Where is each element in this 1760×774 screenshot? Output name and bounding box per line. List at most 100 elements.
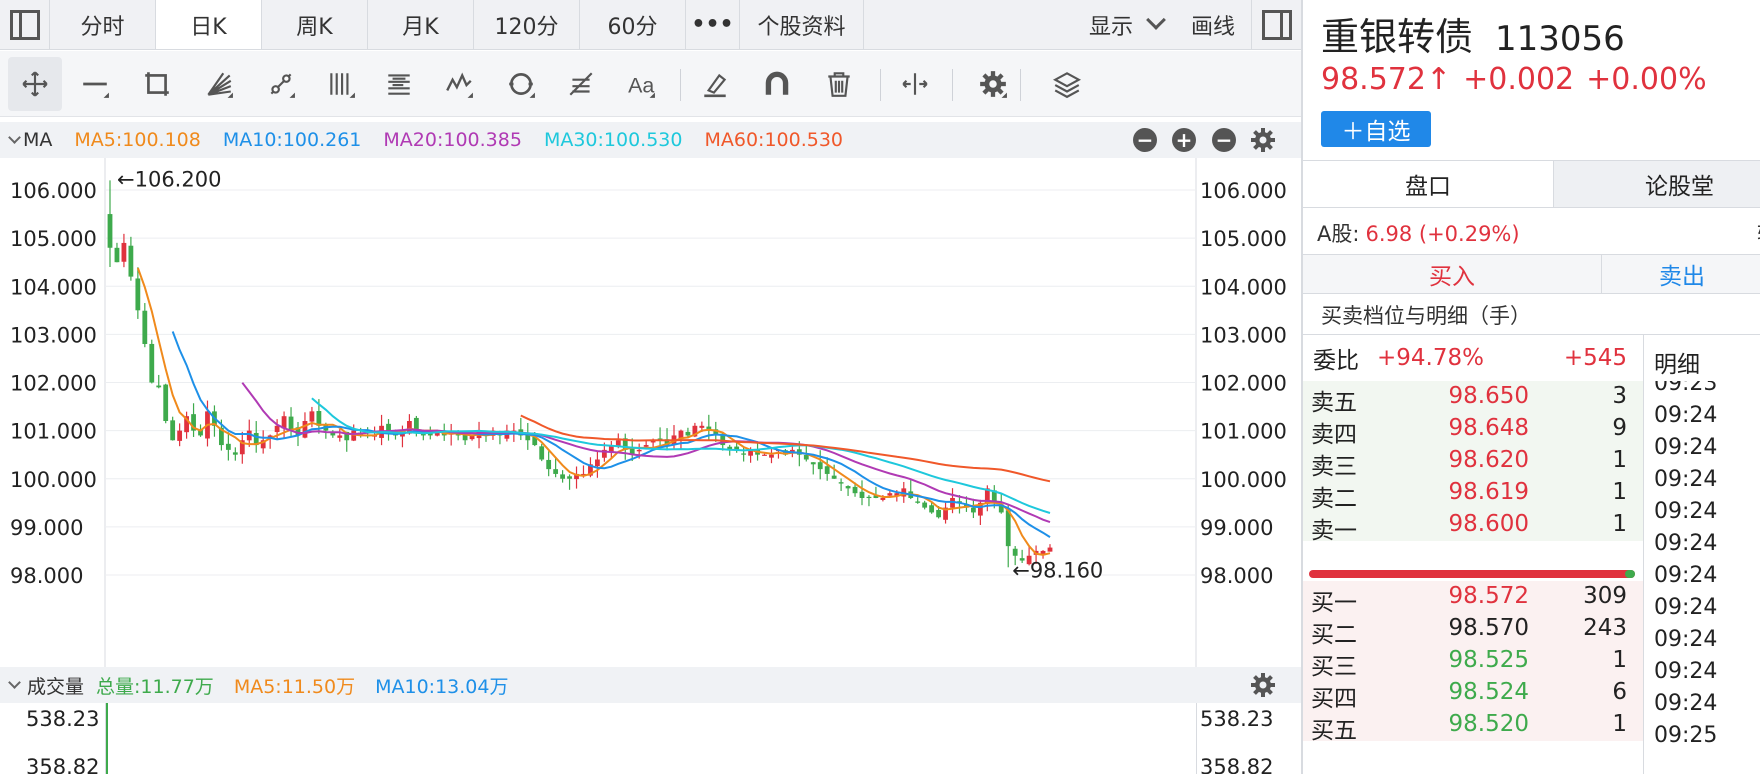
detail-time: 09:24	[1654, 595, 1718, 620]
chart-settings-gear-icon[interactable]	[1249, 126, 1277, 159]
ask-row[interactable]: 卖三 98.620 1	[1303, 445, 1643, 480]
candle	[309, 411, 315, 422]
tab-120min[interactable]: 120分	[474, 0, 580, 49]
candle	[567, 476, 572, 479]
tab-daily-k[interactable]: 日K	[156, 0, 262, 49]
candle	[748, 449, 753, 456]
plus-circle-icon[interactable]: +	[1172, 128, 1196, 152]
tab-monthly-k[interactable]: 月K	[368, 0, 474, 49]
candle	[302, 421, 308, 438]
candle	[574, 473, 579, 480]
rectangle-crop-icon[interactable]	[130, 57, 184, 111]
level-price: 98.650	[1448, 383, 1529, 409]
right-panel-toggle[interactable]	[1251, 0, 1301, 50]
horizontal-line-icon[interactable]	[68, 57, 122, 111]
toolbar-separator	[952, 69, 953, 101]
bid-row[interactable]: 买五 98.520 1	[1303, 709, 1643, 744]
bid-row[interactable]: 买三 98.525 1	[1303, 645, 1643, 680]
add-watchlist-button[interactable]: ＋自选	[1321, 111, 1431, 147]
candle	[1026, 555, 1032, 565]
collapse-caret-icon[interactable]	[8, 675, 21, 689]
candle	[803, 454, 809, 460]
ask-row[interactable]: 卖五 98.650 3	[1303, 381, 1643, 416]
eraser-icon[interactable]	[688, 57, 742, 111]
fibonacci-icon[interactable]	[554, 57, 608, 111]
fan-lines-icon[interactable]	[192, 57, 246, 111]
magnet-icon[interactable]	[750, 57, 804, 111]
wave-icon[interactable]	[432, 57, 486, 111]
ask-row[interactable]: 卖一 98.600 1	[1303, 509, 1643, 544]
ask-row[interactable]: 卖四 98.648 9	[1303, 413, 1643, 448]
level-volume: 1	[1612, 711, 1627, 737]
weibi-pct: +94.78%	[1377, 345, 1484, 371]
tab-fenshi[interactable]: 分时	[50, 0, 156, 49]
bid-row[interactable]: 买四 98.524 6	[1303, 677, 1643, 712]
ma20-value: MA20:100.385	[383, 129, 522, 151]
sell-button[interactable]: 卖出	[1659, 264, 1705, 290]
a-share-label: A股:	[1317, 222, 1360, 246]
y-tick-label-left: 106.000	[10, 179, 97, 203]
y-tick-label-left: 99.000	[10, 516, 83, 540]
crosshair-move-icon[interactable]	[8, 57, 62, 111]
y-tick-label-left: 104.000	[10, 275, 97, 299]
y-tick-label-right: 98.000	[1200, 564, 1273, 588]
trash-icon[interactable]	[812, 57, 866, 111]
draw-lines-button[interactable]: 画线	[1190, 14, 1235, 40]
candle	[107, 214, 113, 248]
more-tabs-button[interactable]: •••	[686, 0, 740, 49]
bid-row[interactable]: 买二 98.570 243	[1303, 613, 1643, 648]
volume-left-axis	[105, 703, 106, 774]
resize-arrows-icon[interactable]	[888, 57, 942, 111]
collapse-caret-icon[interactable]	[8, 130, 21, 144]
detail-time: 09:24	[1654, 403, 1718, 428]
a-share-value: 6.98 (+0.29%)	[1365, 222, 1520, 246]
ask-row[interactable]: 卖二 98.619 1	[1303, 477, 1643, 512]
remove-circle-icon[interactable]: −	[1212, 128, 1236, 152]
candle	[810, 462, 816, 465]
ma10-line	[171, 331, 1051, 538]
order-book: 委比 +94.78% +545 卖五 98.650 3 卖四 98.648 9 卖三 98.6…	[1303, 334, 1643, 774]
candle	[316, 411, 322, 426]
candle	[239, 440, 245, 455]
y-tick-label-right: 103.000	[1200, 323, 1287, 347]
y-tick-label-left: 103.000	[10, 323, 97, 347]
layers-icon[interactable]	[1040, 57, 1094, 111]
tab-order-book[interactable]: 盘口	[1303, 161, 1554, 207]
y-tick-label-left: 102.000	[10, 372, 97, 396]
tab-weekly-k[interactable]: 周K	[262, 0, 368, 49]
level-price: 98.524	[1448, 679, 1529, 705]
kline-chart[interactable]: 106.000 106.000 105.000 105.000 104.000 104.0…	[0, 158, 1301, 668]
volume-chart[interactable]: 538.23 358.82 538.23 358.82	[0, 703, 1301, 774]
bid-row[interactable]: 买一 98.572 309	[1303, 581, 1643, 616]
candle	[1005, 510, 1011, 547]
gann-grid-icon[interactable]	[372, 57, 426, 111]
tab-60min[interactable]: 60分	[580, 0, 686, 49]
volume-settings-gear-icon[interactable]	[1249, 671, 1277, 704]
detail-time: 09:24	[1654, 435, 1718, 460]
segment-line-icon[interactable]	[254, 57, 308, 111]
detail-time-list[interactable]: 09:23 09:24 09:24 09:24 09:24 09:24 09:24 09:24…	[1644, 381, 1760, 774]
settings-icon[interactable]	[966, 57, 1020, 111]
minus-circle-icon[interactable]: −	[1133, 128, 1157, 152]
candle	[678, 430, 684, 439]
text-icon[interactable]: Aa	[614, 57, 668, 111]
level-price: 98.570	[1448, 615, 1529, 641]
buy-button[interactable]: 买入	[1303, 255, 1602, 293]
level-label: 买一	[1311, 590, 1357, 616]
candle	[643, 445, 649, 447]
circle-icon[interactable]	[494, 57, 548, 111]
candle	[922, 502, 928, 508]
tab-forum[interactable]: 论股堂	[1554, 161, 1760, 207]
display-menu[interactable]: 显示	[1088, 14, 1133, 40]
ma30-line	[311, 397, 1051, 514]
security-title: 重银转债 113056	[1321, 6, 1625, 61]
quote-tabs: 盘口 论股堂	[1303, 160, 1760, 208]
tab-stock-profile[interactable]: 个股资料	[740, 0, 864, 49]
candle	[344, 431, 350, 441]
left-panel-toggle[interactable]	[0, 0, 50, 49]
candle	[741, 453, 747, 455]
candle	[1012, 548, 1018, 556]
y-tick-label-left: 100.000	[10, 468, 97, 492]
vertical-lines-icon[interactable]	[314, 57, 368, 111]
drawing-toolbar: Aa	[0, 51, 1301, 117]
